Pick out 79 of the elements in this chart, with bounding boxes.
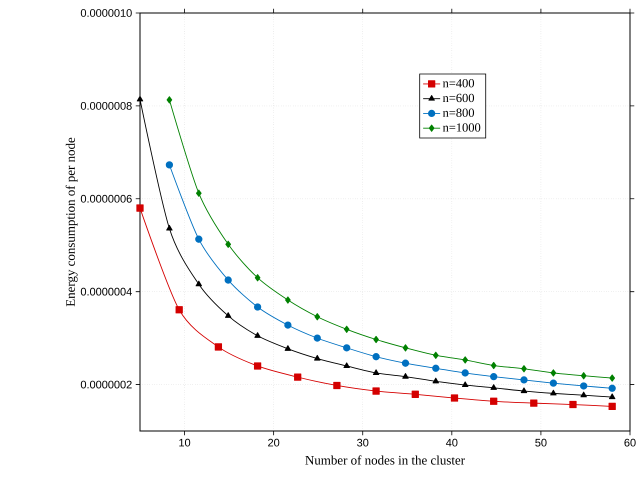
- x-tick-label: 20: [268, 438, 280, 447]
- y-axis-title: Energy consumption of per node: [66, 138, 78, 306]
- point: [254, 303, 262, 311]
- x-tick-label: 30: [357, 438, 368, 447]
- point: [166, 161, 174, 169]
- y-tick-label: 0.0000010: [80, 9, 132, 17]
- point: [432, 352, 439, 359]
- point: [284, 345, 292, 351]
- y-tick-label: 0.0000004: [80, 288, 132, 296]
- x-axis-title: Number of nodes in the cluster: [305, 455, 465, 465]
- point: [166, 224, 173, 231]
- point: [314, 354, 320, 361]
- point: [569, 400, 577, 408]
- point: [314, 313, 320, 320]
- point: [254, 332, 261, 338]
- y-tick-label: 0.0000006: [80, 194, 132, 203]
- point: [432, 364, 440, 372]
- point: [372, 387, 380, 395]
- point: [136, 204, 144, 212]
- point: [373, 336, 379, 344]
- point: [490, 398, 498, 405]
- point: [372, 369, 380, 375]
- point: [285, 296, 291, 304]
- point: [333, 382, 341, 390]
- point: [432, 378, 439, 384]
- point: [402, 360, 410, 367]
- point: [343, 344, 350, 352]
- point: [176, 306, 183, 314]
- point: [550, 380, 558, 387]
- point: [254, 362, 262, 370]
- point: [196, 280, 202, 286]
- x-tick-label: 10: [179, 438, 190, 447]
- x-tick-label: 40: [446, 438, 458, 447]
- x-tick-label: 60: [624, 438, 636, 447]
- point: [490, 384, 497, 390]
- point: [196, 190, 202, 197]
- point: [521, 365, 527, 372]
- point: [214, 343, 222, 351]
- point: [224, 312, 232, 318]
- point: [608, 384, 616, 392]
- point: [550, 369, 556, 377]
- point: [284, 321, 292, 329]
- point: [412, 390, 419, 398]
- point: [608, 393, 616, 400]
- point: [402, 344, 408, 352]
- point: [462, 356, 468, 364]
- point: [580, 382, 588, 390]
- point: [520, 376, 528, 384]
- point: [166, 96, 172, 104]
- y-tick-label: 0.0000002: [80, 380, 132, 388]
- point: [254, 274, 260, 282]
- point: [608, 402, 616, 410]
- point: [520, 387, 528, 394]
- point: [402, 373, 409, 379]
- point: [490, 362, 497, 370]
- point: [344, 326, 350, 333]
- point: [462, 369, 469, 377]
- x-tick-label: 50: [535, 438, 547, 447]
- point: [343, 362, 350, 368]
- legend-label: n=800: [442, 108, 474, 117]
- point: [550, 390, 557, 396]
- point: [609, 374, 616, 382]
- point: [224, 276, 232, 284]
- point: [580, 392, 587, 398]
- point: [195, 236, 202, 243]
- y-tick-label: 0.0000008: [80, 102, 132, 110]
- legend-label: n=1000: [442, 123, 480, 132]
- point: [372, 353, 380, 360]
- point: [580, 372, 587, 380]
- point: [490, 373, 498, 380]
- point: [314, 334, 321, 342]
- point: [294, 373, 302, 381]
- legend-label: n=600: [442, 94, 474, 102]
- legend-label: n=400: [442, 79, 474, 88]
- point: [530, 399, 538, 407]
- point: [450, 394, 458, 402]
- point: [136, 96, 144, 102]
- point: [462, 381, 468, 388]
- point: [225, 240, 232, 248]
